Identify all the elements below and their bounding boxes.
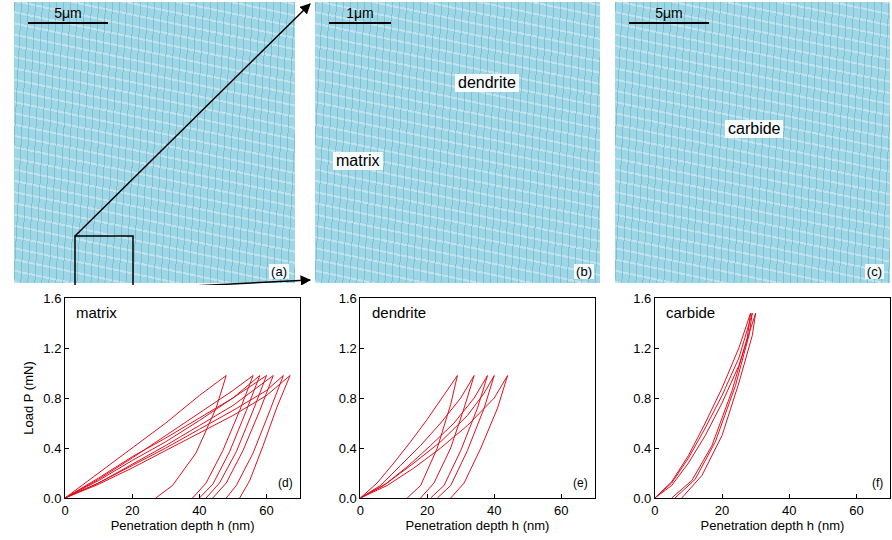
html-text:5μm: 5μm (54, 5, 82, 21)
svg-text:60: 60 (849, 503, 863, 518)
svg-text:0.0: 0.0 (43, 491, 61, 506)
svg-text:0.0: 0.0 (339, 491, 357, 506)
svg-text:1.6: 1.6 (43, 291, 61, 306)
html-text:dendrite: dendrite (458, 74, 516, 91)
svg-text:(f): (f) (872, 476, 883, 490)
svg-text:20: 20 (420, 503, 434, 518)
svg-text:0.0: 0.0 (633, 491, 651, 506)
svg-text:40: 40 (487, 503, 501, 518)
svg-text:Penetration depth h (nm): Penetration depth h (nm) (111, 518, 255, 533)
svg-text:0.8: 0.8 (633, 391, 651, 406)
svg-text:1.2: 1.2 (339, 341, 357, 356)
svg-text:0.8: 0.8 (339, 391, 357, 406)
svg-text:0.4: 0.4 (633, 441, 651, 456)
svg-text:0: 0 (357, 503, 364, 518)
svg-text:(d): (d) (278, 476, 293, 490)
svg-text:carbide: carbide (666, 304, 715, 321)
svg-text:0.4: 0.4 (339, 441, 357, 456)
svg-text:1.6: 1.6 (339, 291, 357, 306)
svg-text:20: 20 (125, 503, 139, 518)
svg-text:0: 0 (61, 503, 68, 518)
html-text:5μm: 5μm (655, 5, 683, 21)
html-text:(b): (b) (576, 264, 592, 279)
svg-text:matrix: matrix (76, 304, 117, 321)
svg-text:40: 40 (192, 503, 206, 518)
svg-text:(e): (e) (573, 476, 588, 490)
svg-text:1.2: 1.2 (633, 341, 651, 356)
html-text:carbide: carbide (728, 120, 781, 137)
html-text:matrix: matrix (336, 152, 380, 169)
html-text:(c): (c) (866, 264, 882, 279)
svg-text:1.6: 1.6 (633, 291, 651, 306)
html-text:1μm: 1μm (346, 5, 374, 21)
svg-text:dendrite: dendrite (372, 304, 426, 321)
svg-text:40: 40 (782, 503, 796, 518)
svg-text:0.4: 0.4 (43, 441, 61, 456)
html-text:(a): (a) (271, 264, 287, 279)
svg-text:60: 60 (554, 503, 568, 518)
svg-text:60: 60 (259, 503, 273, 518)
svg-text:Penetration depth h (nm): Penetration depth h (nm) (406, 518, 550, 533)
svg-text:Penetration depth h (nm): Penetration depth h (nm) (701, 518, 845, 533)
svg-text:Load P (mN): Load P (mN) (21, 361, 36, 434)
svg-text:0.8: 0.8 (43, 391, 61, 406)
svg-text:0: 0 (651, 503, 658, 518)
svg-text:1.2: 1.2 (43, 341, 61, 356)
svg-text:20: 20 (715, 503, 729, 518)
